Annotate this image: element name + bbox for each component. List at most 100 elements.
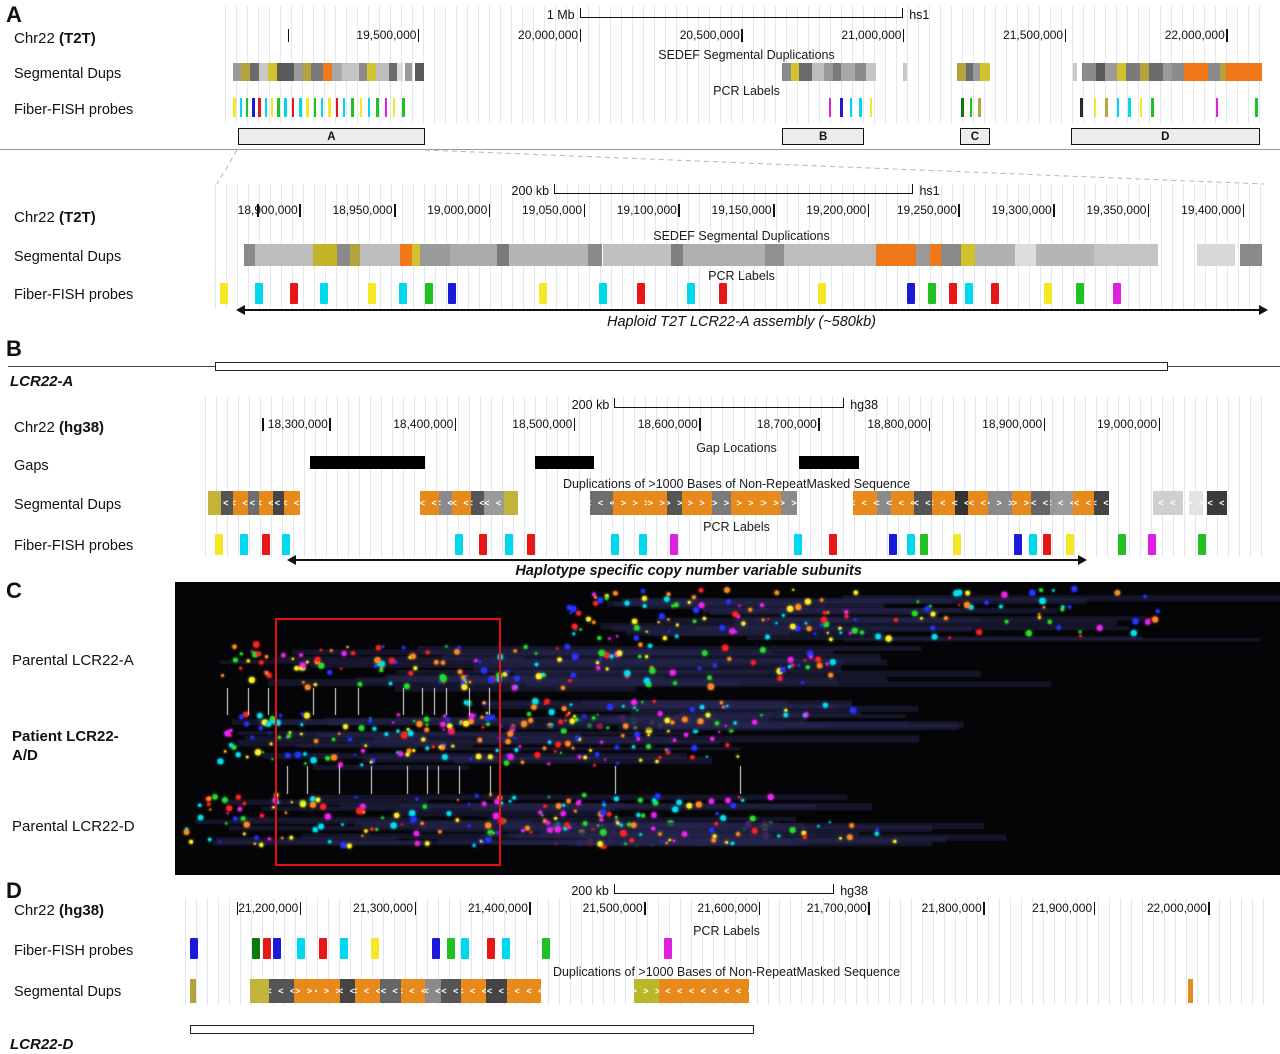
fish-probe — [328, 98, 331, 117]
fish-probe — [392, 98, 396, 117]
segdup-segment — [602, 244, 671, 266]
panel-b-rail: 200 kb hg38 18,300,000 18,400,000 18,500,00… — [205, 362, 1268, 579]
coordinate-label: 22,000,000 — [1164, 28, 1225, 42]
scale-bar-line — [554, 184, 914, 194]
segdup-segment: < < — [451, 491, 471, 515]
track-label-fish-d: Fiber-FISH probes — [14, 943, 134, 959]
gap-segment — [799, 456, 859, 469]
fish-probe — [611, 534, 620, 555]
coordinate-label: 18,400,000 — [393, 417, 454, 431]
fish-probe — [447, 938, 456, 959]
coordinate-label: 20,000,000 — [518, 28, 579, 42]
segdup-segment — [420, 244, 450, 266]
fish-probe — [454, 534, 463, 555]
coordinate-label: 21,700,000 — [806, 901, 867, 915]
fish-probe — [888, 534, 897, 555]
segdup-segment — [376, 63, 389, 81]
track-label-segdups-b: Segmental Dups — [14, 497, 122, 513]
segdup-segment — [866, 63, 876, 81]
coordinate-tick: 21,800,000 — [922, 901, 985, 915]
segdup-segment: < < — [339, 979, 356, 1003]
region-box-c: C — [960, 128, 990, 145]
fish-probe — [284, 98, 287, 117]
segdup-segment — [293, 63, 304, 81]
coordinate-label: 18,700,000 — [756, 417, 817, 431]
coordinate-label: 19,050,000 — [521, 203, 583, 217]
segdup-segment — [255, 244, 313, 266]
fish-probe — [1043, 283, 1052, 304]
segdup-track-d: < < <> >> > >< << < << << < << << << < <… — [185, 979, 1268, 1003]
scale-bar-line — [579, 8, 904, 18]
coordinate-label: 18,300,000 — [267, 417, 328, 431]
segdup-segment — [902, 63, 907, 81]
assembly-bracket — [214, 362, 1169, 371]
segdup-segment: < < — [483, 491, 504, 515]
coordinate-label: 19,000,000 — [1096, 417, 1157, 431]
fish-probe — [272, 938, 281, 959]
segdup-segment — [1094, 244, 1159, 266]
segdup-segment: < < < < — [506, 979, 542, 1003]
coordinate-tick: 19,100,000 — [617, 203, 680, 217]
segdup-segment — [341, 63, 359, 81]
coordinate-label: 19,500,000 — [356, 28, 417, 42]
fish-probe — [599, 283, 608, 304]
fish-probe — [1105, 98, 1108, 117]
coordinate-tick: 19,200,000 — [806, 203, 870, 217]
segdup-segment — [823, 63, 834, 81]
coordinate-tick — [262, 418, 264, 431]
segdup-segment — [1082, 63, 1096, 81]
scale-length-label: 200 kb — [511, 184, 550, 198]
segdup-segment: < < < — [1050, 491, 1074, 515]
fish-probe — [1151, 98, 1154, 117]
segdup-segment: < < < — [589, 491, 614, 515]
segdup-segment — [975, 244, 1016, 266]
segdup-segment: < < — [470, 491, 484, 515]
fish-probe — [1139, 98, 1143, 117]
segdup-segment: < < — [1207, 491, 1227, 515]
chromosome-label-d: Chr22 (hg38) — [14, 902, 104, 919]
fish-probe — [920, 534, 929, 555]
segdup-segment — [244, 244, 255, 266]
segdup-title-zoom: SEDEF Segmental Duplications — [653, 229, 830, 243]
assembly-bracket — [190, 1025, 754, 1034]
fish-probe — [384, 98, 388, 117]
segdup-segment — [310, 63, 324, 81]
fish-probe — [1080, 98, 1083, 117]
segdup-segment — [250, 63, 260, 81]
segdup-segment — [1036, 244, 1095, 266]
segdup-segment — [414, 63, 425, 81]
segdup-segment — [980, 63, 990, 81]
segdup-segment — [1183, 63, 1208, 81]
fish-probe — [258, 98, 261, 117]
segdup-segment — [972, 63, 981, 81]
coordinate-tick: 20,000,000 — [518, 28, 582, 42]
segdup-segment — [960, 244, 976, 266]
coordinate-label: 21,500,000 — [1003, 28, 1064, 42]
coordinate-tick: 21,000,000 — [841, 28, 905, 42]
fish-probe — [277, 98, 280, 117]
fish-probe — [1066, 534, 1075, 555]
panel-b-letter: B — [6, 336, 22, 361]
segdup-segment — [1226, 63, 1262, 81]
fish-probe — [371, 938, 380, 959]
fish-probe — [262, 534, 271, 555]
segdup-segment — [1095, 63, 1106, 81]
segdup-segment: > > — [781, 491, 798, 515]
fish-probe — [367, 98, 371, 117]
segdup-segment — [1172, 63, 1184, 81]
segdup-segment — [1149, 63, 1163, 81]
chromosome-label-a: Chr22 (T2T) — [14, 30, 96, 47]
fish-probe — [793, 534, 802, 555]
track-label-gaps-b: Gaps — [14, 458, 49, 474]
scale-length-label: 200 kb — [571, 884, 609, 898]
coordinate-tick: 19,050,000 — [522, 203, 586, 217]
chromosome-name: Chr22 — [14, 419, 55, 436]
coordinate-tick: 18,300,000 — [268, 417, 331, 431]
fish-probe — [367, 283, 376, 304]
coordinate-tick: 18,700,000 — [757, 417, 820, 431]
segdup-segment — [791, 63, 799, 81]
segdup-segment: < < — [283, 491, 300, 515]
row-label-parental-d: Parental LCR22-D — [12, 818, 135, 835]
coordinate-tick: 21,900,000 — [1032, 901, 1096, 915]
